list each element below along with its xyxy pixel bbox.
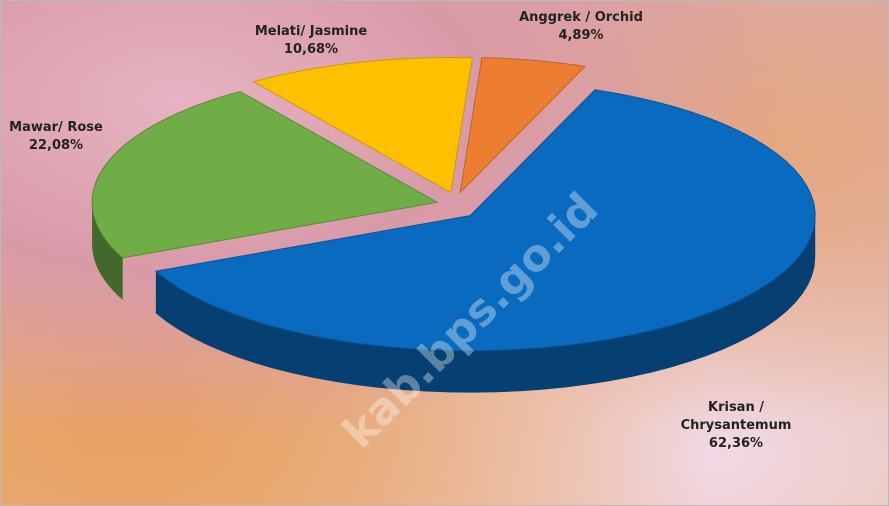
data-label: Mawar/ Rose 22,08%: [1, 119, 141, 155]
pie-slice-side: [155, 215, 816, 393]
data-label: Anggrek / Orchid 4,89%: [496, 9, 666, 45]
value-label: 22,08%: [28, 138, 84, 153]
category-label: Melati/ Jasmine: [254, 24, 368, 39]
value-label: 62,36%: [708, 436, 764, 451]
value-label: 4,89%: [558, 28, 604, 43]
data-label: Melati/ Jasmine 10,68%: [226, 23, 396, 59]
pie-slice: [252, 57, 473, 194]
pie-slice: [154, 89, 816, 352]
pie-slice: [91, 90, 439, 259]
value-label: 10,68%: [283, 42, 339, 57]
pie-slice: [459, 57, 587, 194]
pie-slice-side: [92, 202, 123, 300]
category-label: Krisan / Chrysantemum: [680, 400, 792, 433]
data-label: Krisan / Chrysantemum 62,36%: [676, 399, 796, 453]
category-label: Mawar/ Rose: [9, 120, 103, 135]
category-label: Anggrek / Orchid: [519, 10, 643, 25]
